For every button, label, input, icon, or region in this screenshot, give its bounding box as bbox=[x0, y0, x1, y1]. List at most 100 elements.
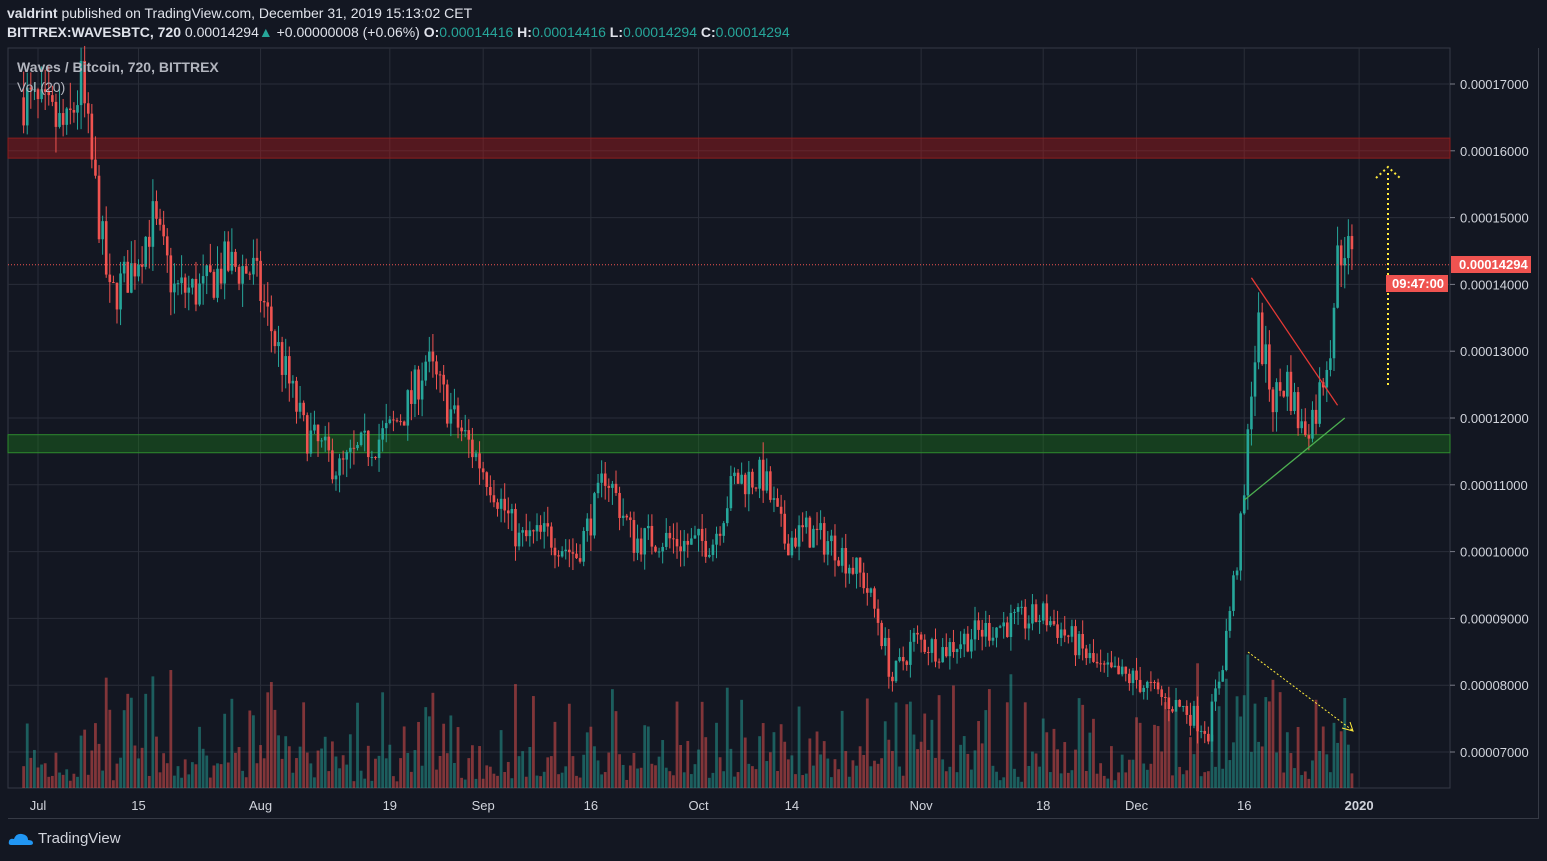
candle-up bbox=[621, 515, 625, 518]
candle-down bbox=[327, 436, 331, 451]
volume-bar bbox=[1293, 768, 1296, 788]
candle-up bbox=[1106, 662, 1110, 665]
candle-up bbox=[173, 283, 176, 293]
candle-up bbox=[1031, 604, 1034, 624]
volume-bar bbox=[402, 726, 406, 788]
volume-bar bbox=[628, 765, 632, 788]
candle-up bbox=[25, 87, 29, 126]
volume-bar bbox=[108, 709, 112, 788]
volume-bar bbox=[140, 747, 144, 788]
volume-legend[interactable]: Vol (20) bbox=[17, 79, 66, 95]
candle-up bbox=[1250, 396, 1253, 430]
volume-bar bbox=[1088, 732, 1092, 788]
volume-bar bbox=[183, 759, 187, 788]
volume-bar bbox=[894, 702, 898, 788]
candle-up bbox=[406, 390, 410, 426]
volume-bar bbox=[539, 776, 542, 788]
volume-bar bbox=[101, 770, 105, 788]
volume-bar bbox=[345, 764, 349, 788]
candle-down bbox=[410, 390, 413, 404]
volume-bar bbox=[689, 774, 693, 788]
volume-bar bbox=[1156, 726, 1160, 788]
volume-bar bbox=[668, 771, 672, 788]
candle-down bbox=[1163, 697, 1167, 699]
tradingview-logo[interactable]: TradingView bbox=[8, 830, 121, 847]
volume-bar bbox=[219, 764, 223, 788]
candle-down bbox=[837, 560, 840, 566]
volume-bar bbox=[1214, 766, 1217, 788]
volume-bar bbox=[847, 776, 851, 788]
x-tick-label: 14 bbox=[785, 798, 799, 813]
candle-down bbox=[1149, 681, 1153, 683]
candle-down bbox=[761, 459, 765, 491]
candle-up bbox=[1286, 371, 1289, 397]
candle-down bbox=[86, 103, 90, 114]
candle-down bbox=[51, 95, 54, 102]
volume-bar bbox=[1163, 702, 1167, 788]
volume-bar bbox=[277, 735, 280, 788]
volume-bar bbox=[524, 776, 528, 788]
volume-bar bbox=[557, 774, 560, 788]
candle-down bbox=[97, 175, 101, 240]
publisher-name[interactable]: valdrint bbox=[7, 5, 58, 21]
candle-down bbox=[169, 255, 173, 293]
candle-down bbox=[460, 427, 463, 432]
candle-up bbox=[510, 508, 514, 514]
candle-up bbox=[848, 567, 851, 574]
candle-up bbox=[223, 241, 226, 284]
volume-bar bbox=[833, 759, 837, 788]
candle-down bbox=[1289, 371, 1293, 412]
candle-down bbox=[686, 540, 690, 545]
volume-bar bbox=[1282, 772, 1286, 788]
candle-up bbox=[424, 361, 428, 381]
candle-down bbox=[700, 528, 704, 541]
candle-up bbox=[909, 641, 912, 665]
volume-bar bbox=[54, 752, 58, 788]
volume-bar bbox=[79, 735, 83, 788]
volume-bar bbox=[323, 736, 327, 788]
chart-legend-title[interactable]: Waves / Bitcoin, 720, BITTREX bbox=[17, 59, 219, 75]
volume-bar bbox=[1253, 703, 1257, 788]
open-value: 0.00014416 bbox=[439, 24, 514, 40]
volume-bar bbox=[470, 745, 474, 788]
volume-bar bbox=[517, 756, 521, 788]
candle-down bbox=[273, 331, 277, 347]
candle-up bbox=[840, 547, 844, 566]
candle-down bbox=[442, 374, 445, 385]
candle-up bbox=[962, 633, 966, 645]
volume-bar bbox=[654, 765, 657, 788]
volume-bar bbox=[1329, 772, 1332, 788]
candle-up bbox=[1016, 607, 1020, 612]
candle-down bbox=[417, 369, 420, 400]
volume-bar bbox=[201, 748, 205, 788]
candle-up bbox=[582, 530, 585, 562]
volume-bar bbox=[1217, 706, 1221, 788]
candle-down bbox=[672, 538, 675, 540]
candle-down bbox=[183, 277, 187, 293]
candle-down bbox=[1006, 622, 1009, 637]
volume-bar bbox=[1110, 746, 1113, 788]
volume-bar bbox=[244, 777, 248, 788]
volume-bar bbox=[255, 763, 259, 788]
candle-down bbox=[1167, 697, 1171, 710]
volume-bar bbox=[959, 744, 963, 788]
red-trendline bbox=[1250, 277, 1339, 406]
candle-up bbox=[1199, 730, 1203, 732]
volume-bar bbox=[40, 764, 43, 788]
candle-up bbox=[657, 551, 661, 553]
candle-down bbox=[489, 486, 492, 496]
candle-up bbox=[1041, 603, 1045, 621]
volume-bar bbox=[295, 758, 298, 788]
candle-up bbox=[349, 447, 352, 452]
candle-down bbox=[266, 302, 270, 307]
volume-bar bbox=[1196, 663, 1199, 788]
candle-down bbox=[399, 421, 402, 423]
volume-bar bbox=[392, 776, 395, 788]
last-price-label: 0.00014294 bbox=[1451, 256, 1531, 273]
candle-up bbox=[600, 473, 603, 483]
volume-bar bbox=[1056, 749, 1059, 788]
volume-bar bbox=[1264, 697, 1268, 788]
volume-bar bbox=[298, 746, 302, 788]
volume-bar bbox=[930, 719, 934, 788]
